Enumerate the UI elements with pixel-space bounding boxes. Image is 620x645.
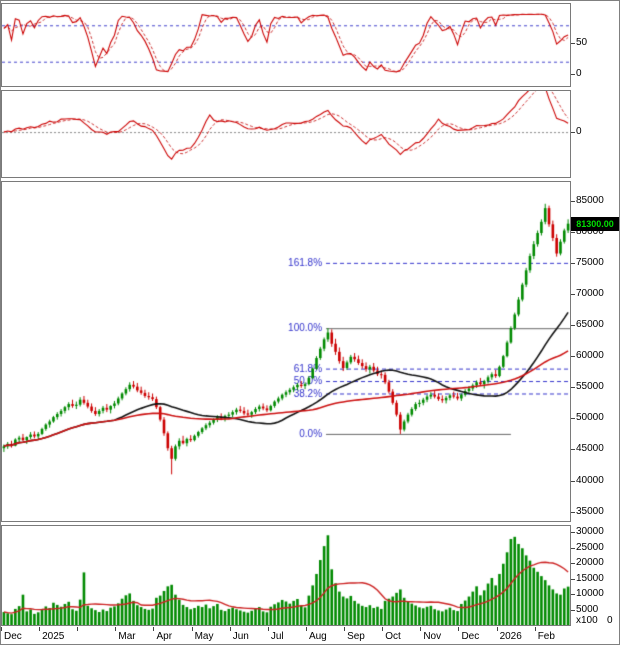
stochastic-panel (1, 3, 571, 87)
y-axis-tick-mark (571, 512, 575, 513)
y-axis-tick-label: 55000 (576, 381, 604, 393)
x-axis-tick-mark (230, 627, 231, 631)
price-chart-canvas[interactable] (2, 182, 570, 521)
y-axis-tick-label: 0 (576, 126, 582, 138)
volume-chart-canvas[interactable] (2, 526, 570, 625)
y-axis-tick-mark (571, 481, 575, 482)
y-axis-tick-mark (571, 548, 575, 549)
y-axis-tick-label: 70000 (576, 287, 604, 299)
y-axis-tick-mark (571, 132, 575, 133)
y-axis-tick-label: 30000 (576, 526, 604, 538)
x-axis-tick-mark (535, 627, 536, 631)
x-axis-month-label: Nov (423, 631, 442, 642)
x-axis-tick-mark (77, 627, 78, 631)
x-axis-tick-mark (115, 627, 116, 631)
x-axis-tick-mark (497, 627, 498, 631)
y-axis-tick-mark (571, 610, 575, 611)
x-axis-month-label: Sep (347, 631, 365, 642)
y-axis-tick-label: 50000 (576, 412, 604, 424)
y-axis-tick-mark (571, 418, 575, 419)
y-axis-tick-label: 75000 (576, 256, 604, 268)
y-axis-tick-mark (571, 325, 575, 326)
y-axis-tick-mark (571, 263, 575, 264)
stochastic-chart-canvas[interactable] (2, 4, 570, 86)
y-axis-tick-label: 40000 (576, 474, 604, 486)
x-axis-tick-mark (268, 627, 269, 631)
momentum-chart-canvas[interactable] (2, 91, 570, 177)
y-axis-tick-mark (571, 387, 575, 388)
y-axis-tick-label: 20000 (576, 557, 604, 569)
y-axis-tick-mark (571, 532, 575, 533)
y-axis-tick-label: 80000 (576, 225, 604, 237)
last-price-value: 81300.00 (576, 219, 614, 229)
y-axis-tick-mark (571, 232, 575, 233)
y-axis-tick-label: 50 (576, 37, 588, 49)
y-axis-tick-label: 25000 (576, 541, 604, 553)
y-axis-tick-mark (571, 449, 575, 450)
x-axis-tick-mark (1, 627, 2, 631)
y-axis-tick-mark (571, 563, 575, 564)
x-axis-month-label: Apr (156, 631, 173, 642)
volume-unit-label: x100 (576, 615, 598, 626)
y-axis-tick-label: 5000 (576, 603, 599, 615)
y-axis-tick-label: 10000 (576, 588, 604, 600)
x-axis-tick-mark (192, 627, 193, 631)
x-axis-month-label: 2026 (499, 631, 522, 642)
x-axis-tick-mark (153, 627, 154, 631)
y-axis-tick-mark (571, 594, 575, 595)
y-axis-tick-mark (571, 201, 575, 202)
y-axis-tick-label: 35000 (576, 505, 604, 517)
y-axis-tick-label: 0 (576, 67, 582, 79)
y-axis-tick-mark (571, 43, 575, 44)
y-axis-tick-mark (571, 356, 575, 357)
volume-zero-label: 0 (607, 615, 613, 626)
x-axis-month-label: Mar (118, 631, 136, 642)
last-price-tag: 81300.00 (571, 217, 619, 231)
x-axis-tick-mark (382, 627, 383, 631)
y-axis-tick-label: 15000 (576, 572, 604, 584)
x-axis-month-label: Dec (4, 631, 22, 642)
y-axis-tick-mark (571, 74, 575, 75)
x-axis-tick-mark (344, 627, 345, 631)
y-axis-tick-label: 60000 (576, 350, 604, 362)
y-axis-tick-mark (571, 579, 575, 580)
x-axis-tick-mark (39, 627, 40, 631)
x-axis-tick-mark (458, 627, 459, 631)
x-axis-month-label: Feb (537, 631, 555, 642)
x-axis-month-label: 2025 (42, 631, 65, 642)
y-axis-tick-mark (571, 294, 575, 295)
x-axis-tick-mark (420, 627, 421, 631)
y-axis-tick-label: 45000 (576, 443, 604, 455)
price-panel (1, 181, 571, 522)
y-axis-tick-label: 85000 (576, 194, 604, 206)
x-axis-month-label: May (194, 631, 214, 642)
volume-panel (1, 525, 571, 626)
x-axis-month-label: Dec (461, 631, 480, 642)
x-axis-month-label: Aug (308, 631, 327, 642)
momentum-panel (1, 90, 571, 178)
x-axis-month-label: Jun (232, 631, 249, 642)
x-axis-month-label: Oct (385, 631, 401, 642)
x-axis-tick-mark (306, 627, 307, 631)
y-axis-tick-label: 65000 (576, 319, 604, 331)
x-axis-month-label: Jul (270, 631, 284, 642)
